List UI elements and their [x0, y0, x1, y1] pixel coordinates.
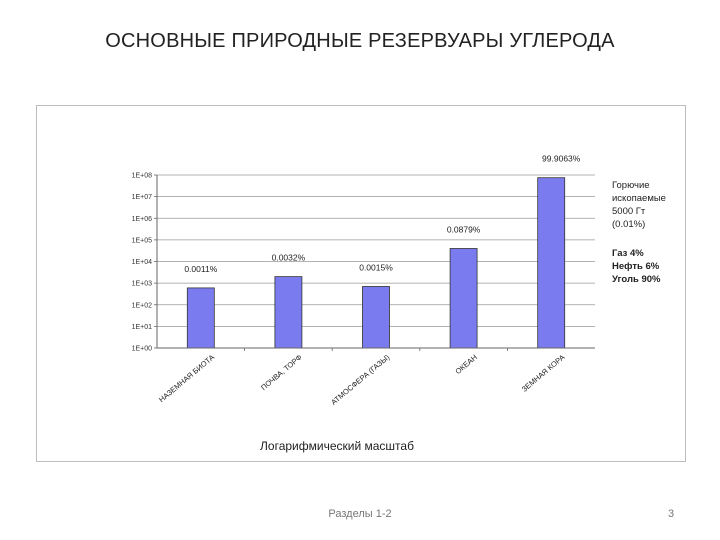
y-tick-label: 1E+00 — [132, 346, 153, 353]
bar — [274, 276, 303, 349]
y-tick-label: 1E+03 — [132, 281, 153, 288]
y-tick-label: 1E+07 — [132, 194, 153, 201]
note-line: (0.01%) — [612, 219, 645, 230]
y-tick-label: 1E+08 — [132, 173, 153, 180]
y-tick-label: 1E+06 — [132, 216, 153, 223]
bar — [186, 287, 215, 349]
y-tick-label: 1E+05 — [132, 237, 153, 244]
bar — [537, 177, 566, 349]
note-line: Уголь 90% — [612, 274, 661, 285]
note-line: 5000 Гт — [612, 206, 646, 217]
category-label: АТМОСФЕРА (ГАЗЫ) — [329, 352, 391, 406]
y-tick-label: 1E+02 — [132, 302, 153, 309]
y-axis-ticks: 1E+00 1E+01 1E+02 1E+03 1E+04 1E+05 1E+06 1E+07… — [132, 173, 153, 353]
fossil-fuels-note: Горючие ископаемые 5000 Гт (0.01%) — [612, 180, 666, 230]
bar — [449, 248, 478, 349]
bar — [362, 286, 390, 349]
x-axis-categories: НАЗЕМНАЯ БИОТА ПОЧВА, ТОРФ АТМОСФЕРА (ГАЗЫ… — [157, 352, 566, 406]
data-label: 99.9063% — [542, 154, 581, 164]
grid-lines — [154, 174, 595, 351]
data-label: 0.0011% — [184, 264, 217, 274]
category-label: ОКЕАН — [453, 353, 478, 376]
axis-scale-caption: Логарифмический масштаб — [260, 439, 414, 453]
bar-chart: 1E+00 1E+01 1E+02 1E+03 1E+04 1E+05 1E+06 1E+07… — [132, 154, 666, 453]
category-label: ПОЧВА, ТОРФ — [259, 352, 304, 392]
chart-frame: 1E+00 1E+01 1E+02 1E+03 1E+04 1E+05 1E+06 1E+07… — [36, 105, 686, 462]
note-line: Нефть 6% — [612, 261, 660, 272]
page-number: 3 — [668, 508, 675, 520]
data-label: 0.0015% — [359, 262, 393, 272]
note-line: ископаемые — [612, 193, 666, 204]
category-label: НАЗЕМНАЯ БИОТА — [157, 353, 216, 405]
data-label: 0.0879% — [447, 224, 481, 234]
bars — [186, 177, 566, 349]
note-line: Горючие — [612, 180, 650, 191]
footer-text: Разделы 1-2 — [328, 508, 392, 520]
note-line: Газ 4% — [612, 248, 644, 259]
y-tick-label: 1E+04 — [132, 259, 153, 266]
category-label: ЗЕМНАЯ КОРА — [520, 353, 567, 394]
y-tick-label: 1E+01 — [132, 324, 153, 331]
data-label: 0.0032% — [272, 253, 306, 263]
slide-title: ОСНОВНЫЕ ПРИРОДНЫЕ РЕЗЕРВУАРЫ УГЛЕРОДА — [105, 30, 615, 52]
data-labels: 0.0011% 0.0032% 0.0015% 0.0879% 99.9063% — [184, 154, 580, 274]
fuel-share-note: Газ 4% Нефть 6% Уголь 90% — [612, 248, 661, 285]
